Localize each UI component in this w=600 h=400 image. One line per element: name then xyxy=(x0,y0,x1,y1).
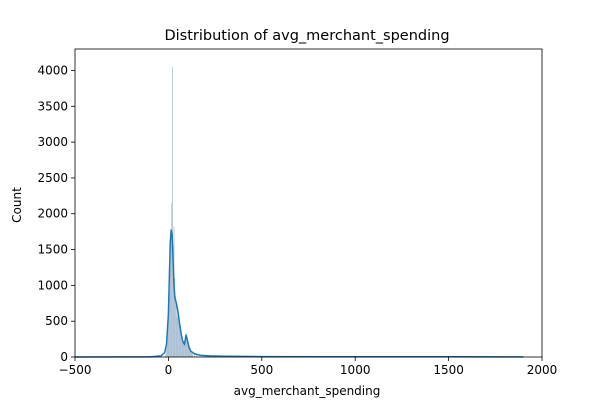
histogram-bar xyxy=(175,296,176,357)
histogram-bar xyxy=(169,267,171,357)
histogram-bar xyxy=(168,314,170,357)
y-tick-label: 0 xyxy=(60,350,68,364)
histogram-bar xyxy=(185,332,187,357)
histogram-bar xyxy=(172,245,174,357)
histogram-bar xyxy=(176,316,178,357)
kde-line xyxy=(74,229,524,358)
histogram-bar xyxy=(187,346,189,357)
histogram-bar xyxy=(178,324,180,357)
histogram-bars xyxy=(164,66,235,357)
y-tick-label: 1500 xyxy=(37,243,68,257)
histogram-bar xyxy=(194,354,195,357)
histogram-bar xyxy=(169,292,170,357)
histogram-bar xyxy=(188,348,190,357)
histogram-bar xyxy=(190,351,191,357)
histogram-bar xyxy=(186,336,188,357)
y-axis-ticks: 0 500 1000 1500 2000 2500 3000 3500 4000 xyxy=(37,63,75,364)
histogram-bar xyxy=(205,356,207,357)
x-tick-label: 2000 xyxy=(527,363,558,377)
histogram-bar xyxy=(189,349,191,357)
histogram-bar xyxy=(166,338,168,357)
histogram-bar xyxy=(175,305,177,357)
x-tick-label: 1000 xyxy=(340,363,371,377)
histogram-bar xyxy=(171,203,173,357)
y-tick-label: 500 xyxy=(45,314,68,328)
y-tick-label: 3000 xyxy=(37,135,68,149)
histogram-bar xyxy=(165,354,167,357)
x-tick-label: 1500 xyxy=(433,363,464,377)
histogram-bar xyxy=(187,342,188,357)
histogram-bar xyxy=(167,326,169,357)
y-tick-label: 2500 xyxy=(37,171,68,185)
histogram-bar xyxy=(181,338,182,357)
histogram-bar xyxy=(192,353,194,357)
histogram-bar xyxy=(172,66,173,357)
histogram-bar xyxy=(170,235,172,357)
y-tick-label: 1000 xyxy=(37,278,68,292)
histogram-bar xyxy=(196,355,197,357)
histogram-bar xyxy=(184,335,186,357)
histogram-bar xyxy=(166,348,167,357)
histogram-bar xyxy=(181,341,183,357)
x-tick-label: −500 xyxy=(59,363,92,377)
histogram-bar xyxy=(183,344,185,357)
histogram-bar xyxy=(191,353,193,357)
x-axis-ticks: −500 0 500 1000 1500 2000 xyxy=(59,357,558,377)
histogram-bar xyxy=(182,343,184,357)
chart-title: Distribution of avg_merchant_spending xyxy=(164,28,449,44)
histogram-bar xyxy=(180,334,182,357)
histogram-bar xyxy=(199,355,201,357)
histogram-bar xyxy=(184,340,185,357)
x-tick-label: 0 xyxy=(165,363,173,377)
y-tick-label: 2000 xyxy=(37,207,68,221)
x-axis-label: avg_merchant_spending xyxy=(234,384,381,398)
y-tick-label: 3500 xyxy=(37,99,68,113)
y-tick-label: 4000 xyxy=(37,63,68,77)
histogram-bar xyxy=(178,319,179,357)
histogram-bar xyxy=(174,278,176,357)
y-axis-label: Count xyxy=(10,187,24,223)
histogram-bar xyxy=(179,329,181,357)
histogram-bar xyxy=(177,306,179,357)
x-tick-label: 500 xyxy=(250,363,273,377)
plot-area-frame xyxy=(74,48,543,358)
histogram-bar xyxy=(190,352,192,357)
